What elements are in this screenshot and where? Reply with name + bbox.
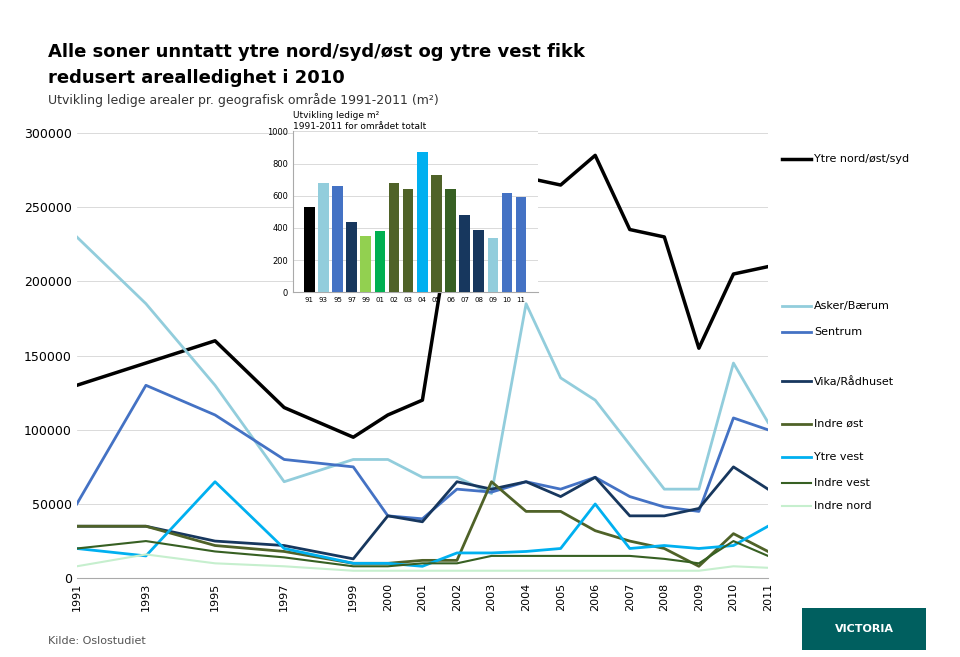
Bar xyxy=(431,175,442,292)
Text: Indre nord: Indre nord xyxy=(814,501,872,511)
Text: Sentrum: Sentrum xyxy=(814,327,862,337)
Bar xyxy=(445,189,456,292)
Bar xyxy=(417,152,427,292)
Bar xyxy=(347,221,357,292)
Bar xyxy=(473,229,484,292)
Bar xyxy=(332,186,343,292)
Bar xyxy=(488,238,498,292)
Text: Vika/Rådhuset: Vika/Rådhuset xyxy=(814,376,894,386)
Text: Kilde: Oslostudiet: Kilde: Oslostudiet xyxy=(48,636,146,646)
Bar xyxy=(360,236,372,292)
Text: redusert arealledighet i 2010: redusert arealledighet i 2010 xyxy=(48,69,345,87)
Text: Asker/Bærum: Asker/Bærum xyxy=(814,300,890,311)
Bar xyxy=(389,183,399,292)
Text: EIENDOMSSPAR: EIENDOMSSPAR xyxy=(29,8,152,22)
Bar xyxy=(318,183,328,292)
Text: Ytre nord/øst/syd: Ytre nord/øst/syd xyxy=(814,154,909,164)
Bar xyxy=(502,193,513,292)
Bar xyxy=(403,189,414,292)
Bar xyxy=(374,231,385,292)
Text: VICTORIA: VICTORIA xyxy=(834,624,894,634)
Text: Utvikling ledige m²
1991-2011 for området totalt: Utvikling ledige m² 1991-2011 for område… xyxy=(293,111,426,131)
Bar xyxy=(516,197,526,292)
Text: Alle soner unntatt ytre nord/syd/øst og ytre vest fikk: Alle soner unntatt ytre nord/syd/øst og … xyxy=(48,43,585,60)
Text: Indre øst: Indre øst xyxy=(814,419,863,429)
Bar xyxy=(304,207,315,292)
Text: Ytre vest: Ytre vest xyxy=(814,451,864,462)
Text: Indre vest: Indre vest xyxy=(814,478,870,488)
Text: Utvikling ledige arealer pr. geografisk område 1991‑2011 (m²): Utvikling ledige arealer pr. geografisk … xyxy=(48,93,439,107)
Bar xyxy=(459,215,470,292)
